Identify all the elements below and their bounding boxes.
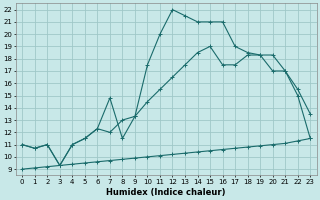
X-axis label: Humidex (Indice chaleur): Humidex (Indice chaleur) (107, 188, 226, 197)
